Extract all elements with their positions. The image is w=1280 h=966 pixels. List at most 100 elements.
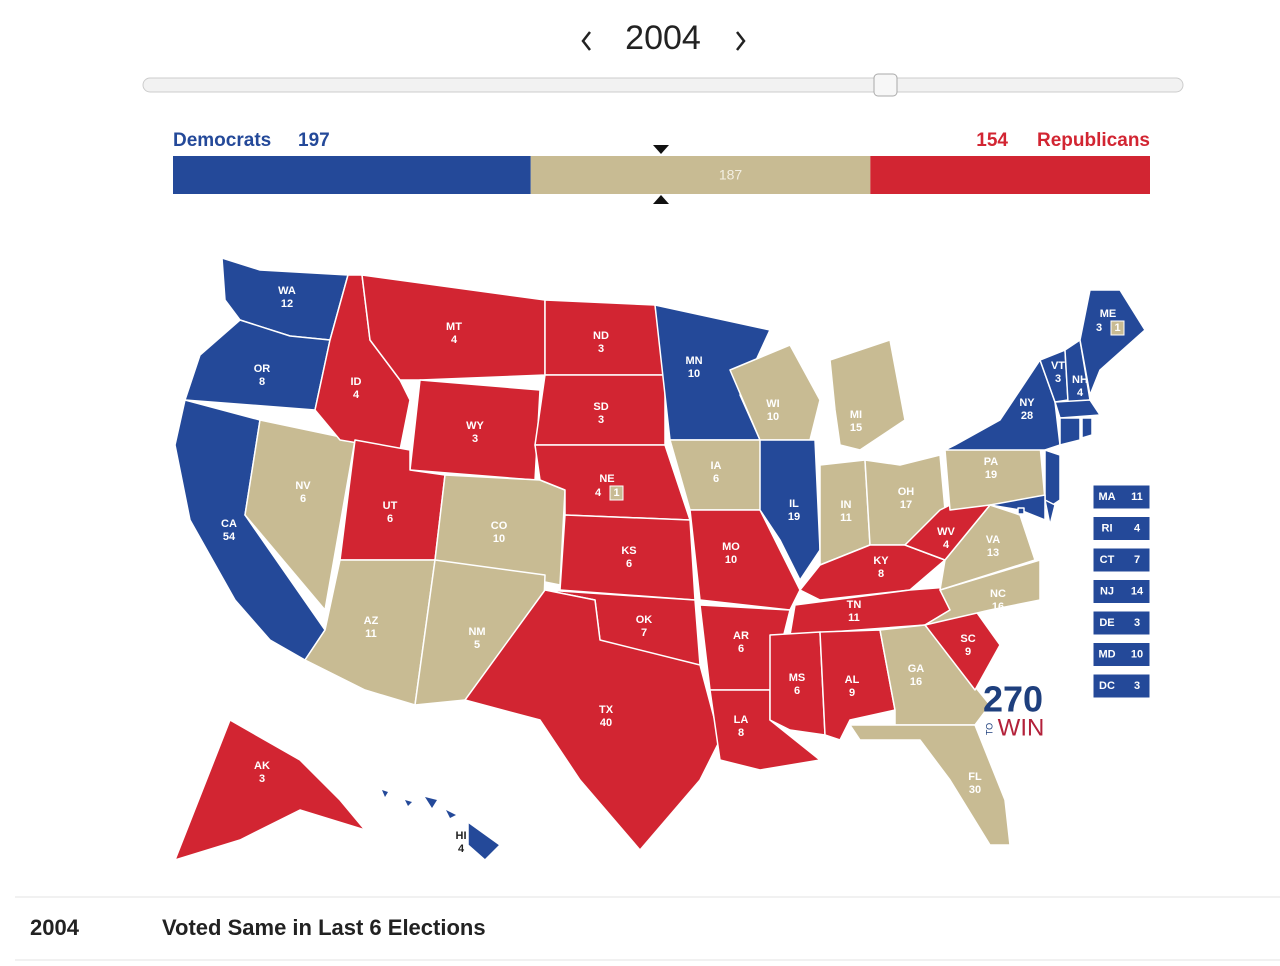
state-abbr: IN (841, 499, 852, 511)
state-votes: 15 (850, 422, 862, 434)
state-abbr: DC (1099, 680, 1115, 692)
state-votes: 17 (900, 499, 912, 511)
state-abbr: AR (733, 630, 749, 642)
footer-year: 2004 (30, 915, 80, 940)
state-votes: 3 (598, 343, 604, 355)
state-abbr: NH (1072, 374, 1088, 386)
state-abbr: HI (456, 830, 467, 842)
island (405, 800, 412, 806)
state-abbr: MS (789, 672, 806, 684)
state-abbr: WY (466, 420, 484, 432)
state-votes: 13 (987, 547, 999, 559)
state-votes: 40 (600, 717, 612, 729)
midpoint-marker (653, 145, 669, 154)
state (689, 509, 801, 611)
state-abbr: CO (491, 520, 508, 532)
island (446, 810, 456, 818)
state-votes: 6 (626, 558, 632, 570)
year: 2004 (625, 19, 701, 57)
state-abbr: SC (960, 633, 975, 645)
state-abbr: NM (468, 626, 485, 638)
midpoint-marker (653, 195, 669, 204)
state-votes: 11 (848, 612, 860, 624)
footer-text: Voted Same in Last 6 Elections (162, 915, 486, 940)
state-votes: 8 (259, 376, 265, 388)
state-abbr: CT (1100, 554, 1115, 566)
prev-year[interactable] (581, 31, 591, 51)
state-votes: 6 (300, 493, 306, 505)
state-votes: 10 (688, 368, 700, 380)
state (1044, 449, 1061, 511)
state-abbr: MO (722, 541, 740, 553)
state-votes: 7 (641, 627, 647, 639)
state (1017, 507, 1025, 515)
state-abbr: OR (254, 363, 271, 375)
state-votes: 4 (943, 539, 950, 551)
state-votes: 4 (458, 843, 465, 855)
logo-small: TO (984, 723, 994, 735)
state-votes: 9 (849, 687, 855, 699)
state-votes: 14 (1131, 585, 1144, 597)
state-abbr: MA (1098, 491, 1115, 503)
state-box (1092, 579, 1151, 604)
state-abbr: NV (295, 480, 311, 492)
state (729, 344, 821, 441)
split-votes: 1 (613, 487, 619, 499)
state-abbr: AL (845, 674, 860, 686)
state-abbr: RI (1102, 522, 1113, 534)
state (467, 821, 501, 861)
state (924, 559, 1041, 626)
state-votes: 6 (387, 513, 393, 525)
state (769, 631, 826, 736)
state-abbr: TX (599, 704, 614, 716)
state-abbr: PA (984, 456, 999, 468)
state-votes: 11 (1131, 491, 1143, 503)
state-abbr: NY (1019, 397, 1035, 409)
state-abbr: WA (278, 285, 296, 297)
state-abbr: GA (908, 663, 925, 675)
state-votes: 4 (595, 487, 602, 499)
state-votes: 4 (451, 334, 458, 346)
state-votes: 3 (1055, 373, 1061, 385)
state (434, 474, 566, 586)
state-votes: 19 (985, 469, 997, 481)
next-year[interactable] (736, 31, 746, 51)
state-votes: 9 (965, 646, 971, 658)
state-votes: 30 (969, 784, 981, 796)
tally-rep (870, 156, 1150, 194)
state-abbr: OH (898, 486, 915, 498)
dem-total: 197 (298, 130, 330, 151)
tossup-total: 187 (719, 167, 743, 183)
slider-track[interactable] (142, 77, 1184, 93)
state-votes: 54 (223, 531, 236, 543)
state-votes: 3 (259, 773, 265, 785)
state-votes: 11 (840, 512, 852, 524)
state-votes: 5 (474, 639, 480, 651)
state-abbr: ND (593, 330, 609, 342)
state-box (1092, 642, 1151, 667)
tally-dem (173, 156, 531, 194)
state-abbr: IA (711, 460, 722, 472)
state-votes: 3 (1134, 617, 1140, 629)
state-abbr: ME (1100, 308, 1117, 320)
state-abbr: MD (1098, 648, 1115, 660)
state-votes: 10 (493, 533, 505, 545)
slider-thumb[interactable] (873, 73, 898, 97)
state-abbr: WV (937, 526, 955, 538)
state (829, 339, 906, 451)
state (944, 359, 1061, 451)
state-votes: 3 (598, 414, 604, 426)
state-abbr: UT (383, 500, 398, 512)
state (1044, 499, 1056, 526)
state-abbr: AZ (364, 615, 379, 627)
state (174, 719, 366, 861)
state-abbr: NE (599, 473, 614, 485)
split-box (609, 485, 624, 501)
state-votes: 6 (738, 643, 744, 655)
state-votes: 28 (1021, 410, 1033, 422)
state (759, 439, 821, 581)
state-abbr: CA (221, 518, 237, 530)
state-abbr: IL (789, 498, 799, 510)
